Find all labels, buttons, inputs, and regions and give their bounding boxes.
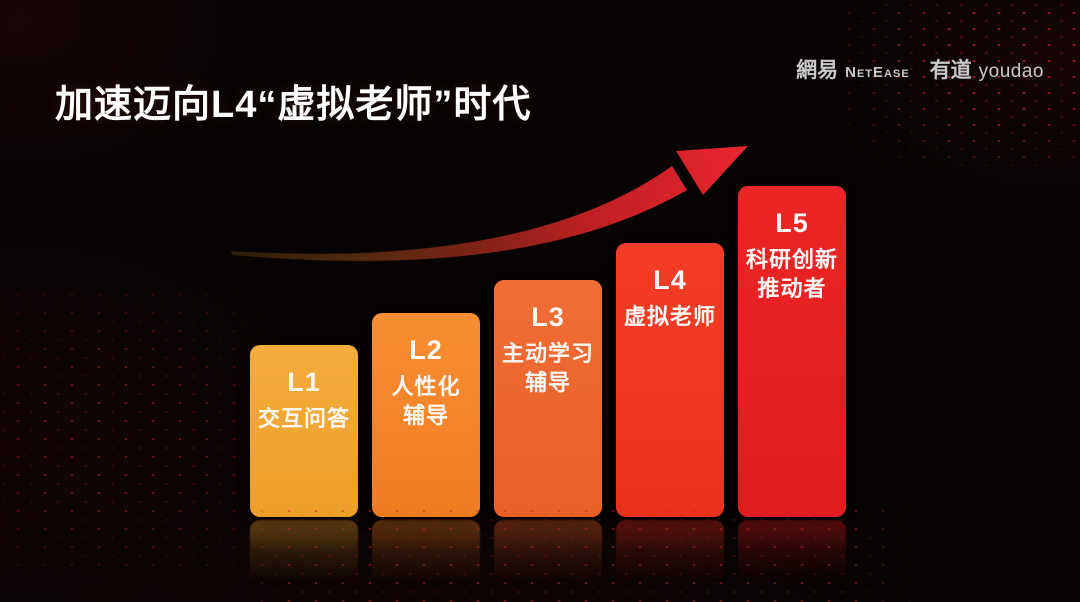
page-title: 加速迈向L4“虚拟老师”时代: [55, 84, 532, 127]
bar-reflection-l4: [616, 520, 724, 596]
bar-label: 人性化: [391, 374, 461, 399]
bar-label: 推动者: [757, 276, 827, 302]
bar-reflection-l3: [494, 520, 602, 596]
bar-label: 辅导: [402, 403, 449, 429]
youdao-logo-en: youdao: [978, 61, 1044, 82]
netease-logo-en: NetEase: [845, 64, 910, 81]
bar-label: 科研创新: [745, 247, 838, 272]
netease-logo: 網易 NetEase: [796, 54, 910, 84]
netease-logo-cn: 網易: [796, 59, 839, 82]
bar-l4: L4 虚拟老师: [616, 243, 724, 517]
bar-l5: L5 科研创新 推动者: [738, 186, 846, 517]
bar-label: 主动学习: [501, 341, 594, 366]
bar-reflection-l1: [250, 520, 358, 596]
bar-label: 辅导: [524, 370, 571, 396]
bar-l1: L1 交互问答: [250, 345, 358, 517]
youdao-logo-cn: 有道: [929, 59, 972, 82]
brand-lockup: 網易 NetEase 有道 youdao: [796, 54, 1044, 84]
bar-l3: L3 主动学习 辅导: [494, 280, 602, 517]
bar-level-label: L5: [775, 208, 809, 238]
bar-level-label: L4: [653, 265, 687, 295]
bar-level-label: L2: [409, 335, 443, 365]
bar-l2: L2 人性化 辅导: [372, 313, 480, 517]
bar-reflection-l5: [738, 520, 846, 596]
bar-level-label: L1: [287, 367, 321, 397]
bar-level-label: L3: [531, 302, 565, 332]
bar-reflection-l2: [372, 520, 480, 596]
youdao-logo: 有道 youdao: [930, 54, 1044, 84]
bar-label: 交互问答: [257, 406, 350, 431]
bar-label: 虚拟老师: [623, 304, 716, 329]
